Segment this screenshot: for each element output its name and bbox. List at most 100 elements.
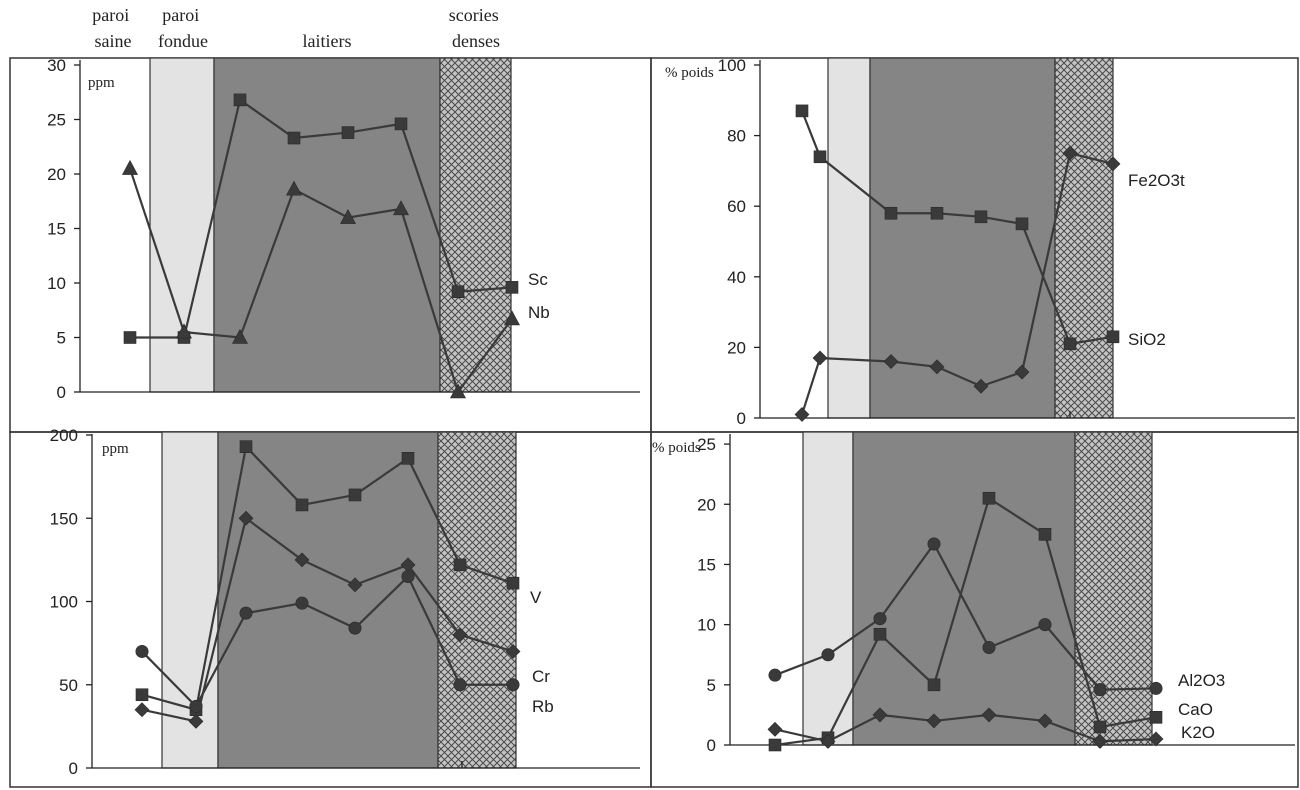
series-line-sio2 bbox=[800, 110, 1114, 346]
point-nb-1 bbox=[121, 159, 139, 175]
y-tick-label: 100 bbox=[50, 593, 78, 612]
series-label-al2o3: Al2O3 bbox=[1178, 671, 1225, 690]
point-al2o3-1 bbox=[768, 668, 782, 682]
point-cao-4 bbox=[927, 678, 941, 692]
y-tick-label: 100 bbox=[718, 56, 746, 75]
point-sio2-1 bbox=[795, 104, 809, 118]
point-k2o-7 bbox=[1092, 733, 1108, 749]
point-v-3 bbox=[239, 440, 253, 453]
point-fe2o3t-1 bbox=[794, 407, 810, 422]
y-tick-label: 15 bbox=[47, 220, 66, 239]
zone-header-paroi-saine: paroi saine bbox=[92, 5, 133, 51]
y-tick-label: 0 bbox=[707, 736, 716, 755]
y-tick-label: 80 bbox=[727, 127, 746, 146]
point-nb-5 bbox=[339, 208, 357, 224]
point-k2o-1 bbox=[767, 721, 783, 737]
point-fe2o3t-5 bbox=[973, 378, 989, 394]
point-cao-5 bbox=[982, 491, 996, 505]
point-cao-3 bbox=[873, 627, 887, 641]
point-cr-5 bbox=[347, 577, 363, 593]
series-line-v bbox=[141, 444, 514, 712]
series-line-cao bbox=[774, 496, 1157, 747]
point-nb-8 bbox=[503, 310, 521, 326]
y-tick-label: 20 bbox=[47, 165, 66, 184]
series-label-sio2: SiO2 bbox=[1128, 330, 1166, 349]
point-sio2-3 bbox=[884, 206, 898, 220]
point-rb-4 bbox=[295, 596, 309, 610]
point-cr-3 bbox=[238, 510, 254, 526]
point-rb-1 bbox=[135, 644, 149, 658]
chart-trace-sc-nb: 0 5 10 15 20 25 30 ppm Sc Nb bbox=[47, 56, 640, 402]
y-tick-label: 150 bbox=[50, 509, 78, 528]
y-tick-label: 0 bbox=[69, 759, 78, 778]
series-line-k2o bbox=[774, 713, 1157, 743]
zone-laitiers bbox=[852, 431, 1076, 746]
point-k2o-2 bbox=[820, 733, 836, 749]
unit-label: ppm bbox=[88, 75, 115, 91]
point-sc-1 bbox=[123, 331, 137, 344]
series-line-nb bbox=[128, 168, 513, 395]
zone-scories bbox=[437, 431, 517, 769]
zone-fondue bbox=[802, 431, 854, 746]
point-cao-7 bbox=[1093, 720, 1107, 734]
point-rb-3 bbox=[239, 606, 253, 620]
zone-laitiers bbox=[217, 431, 439, 769]
y-tick-label: 0 bbox=[737, 409, 746, 428]
zone-header-paroi-saine-l1: paroi bbox=[92, 5, 129, 25]
point-v-8 bbox=[506, 576, 520, 590]
zone-headers: paroi saine paroi fondue laitiers scorie… bbox=[92, 5, 503, 51]
y-tick-label: 5 bbox=[57, 329, 66, 348]
point-fe2o3t-3 bbox=[883, 354, 899, 369]
point-sc-8 bbox=[505, 281, 519, 294]
point-k2o-6 bbox=[1037, 713, 1053, 729]
point-nb-4 bbox=[285, 180, 303, 196]
point-cr-1 bbox=[134, 702, 150, 718]
point-al2o3-4 bbox=[927, 537, 941, 551]
chart-trace-v-cr-rb: 0 50 100 150 200 ppm V Cr Rb bbox=[50, 426, 640, 778]
series-label-k2o: K2O bbox=[1181, 723, 1215, 742]
zone-header-paroi-fondue-l1: paroi bbox=[162, 5, 199, 25]
point-rb-8 bbox=[506, 678, 520, 692]
y-tick-label: 10 bbox=[697, 616, 716, 635]
point-rb-5 bbox=[348, 621, 362, 635]
point-al2o3-6 bbox=[1038, 618, 1052, 632]
point-cr-2 bbox=[188, 713, 204, 729]
point-cr-8 bbox=[505, 644, 521, 659]
point-fe2o3t-6 bbox=[1014, 364, 1030, 380]
zone-header-scories-denses: scories denses bbox=[449, 5, 503, 51]
point-fe2o3t-7 bbox=[1062, 145, 1078, 161]
point-fe2o3t-8 bbox=[1105, 156, 1121, 172]
point-rb-2 bbox=[189, 699, 203, 713]
point-cr-4 bbox=[294, 552, 310, 568]
series-label-sc: Sc bbox=[528, 270, 548, 289]
point-al2o3-8 bbox=[1149, 681, 1163, 695]
y-tick-label: 30 bbox=[47, 56, 66, 75]
zone-header-laitiers: laitiers bbox=[303, 31, 352, 51]
point-nb-6 bbox=[392, 200, 410, 216]
point-cr-7 bbox=[452, 627, 468, 643]
series-line-al2o3 bbox=[774, 541, 1157, 691]
point-v-7 bbox=[453, 558, 467, 572]
point-fe2o3t-2 bbox=[812, 350, 828, 366]
point-al2o3-5 bbox=[982, 640, 996, 654]
zone-header-scories-denses-l1: scories bbox=[449, 5, 499, 25]
point-sio2-4 bbox=[930, 206, 944, 220]
y-tick-label: 60 bbox=[727, 197, 746, 216]
point-k2o-5 bbox=[981, 707, 997, 723]
series-label-cao: CaO bbox=[1178, 700, 1213, 719]
y-tick-label: 5 bbox=[707, 676, 716, 695]
point-v-6 bbox=[401, 452, 415, 465]
point-k2o-4 bbox=[926, 713, 942, 729]
point-v-1 bbox=[135, 688, 149, 702]
series-line-sc bbox=[130, 98, 513, 339]
zone-header-paroi-saine-l2: saine bbox=[95, 31, 132, 51]
point-nb-3 bbox=[231, 328, 249, 344]
zone-header-paroi-fondue-l2: fondue bbox=[158, 31, 208, 51]
y-tick-label: 25 bbox=[47, 111, 66, 130]
series-line-cr bbox=[141, 516, 514, 723]
unit-label: % poids bbox=[665, 65, 714, 81]
point-sc-5 bbox=[341, 126, 355, 139]
point-sc-4 bbox=[287, 131, 301, 145]
point-sio2-2 bbox=[813, 150, 827, 164]
point-sc-7 bbox=[451, 285, 465, 299]
